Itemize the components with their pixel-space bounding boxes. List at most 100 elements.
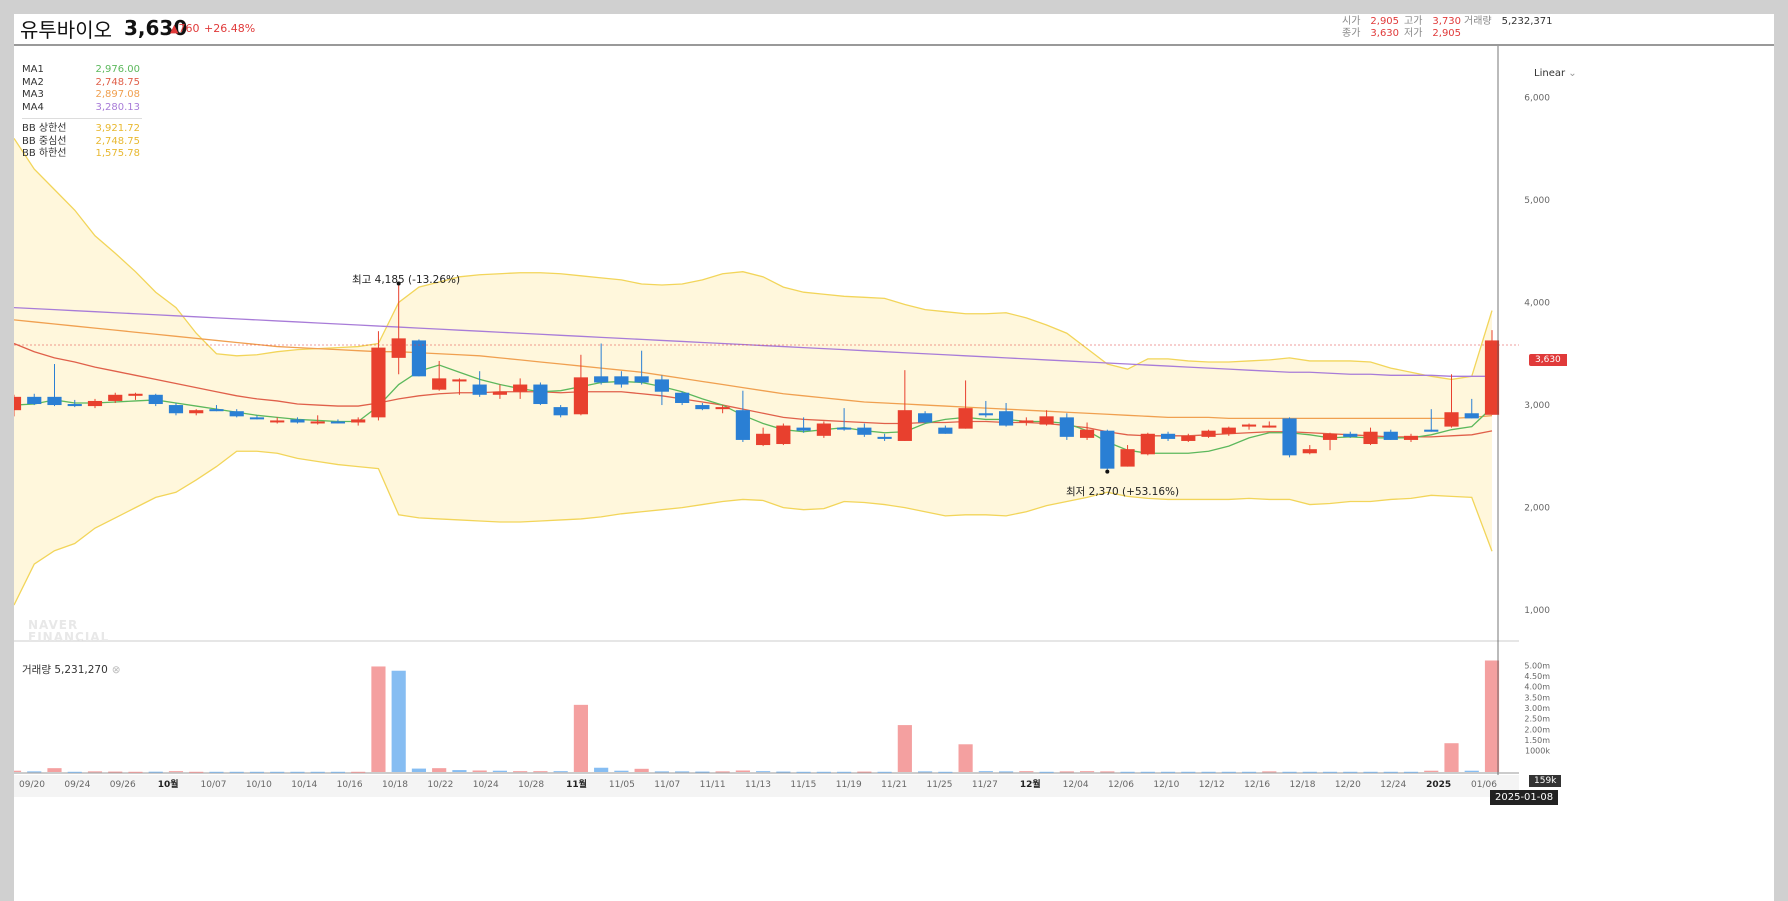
volume-bar bbox=[128, 771, 143, 773]
volume-bar bbox=[1241, 771, 1257, 773]
candle-body bbox=[330, 421, 346, 424]
scale-mode-dropdown[interactable]: Linear ⌄ bbox=[1534, 68, 1577, 79]
bb-upper-line bbox=[14, 137, 1493, 381]
volume-bar bbox=[634, 768, 649, 772]
x-tick-label: 12/12 bbox=[1199, 780, 1225, 790]
volume-bar bbox=[432, 768, 447, 772]
candle-body bbox=[249, 417, 265, 420]
x-tick-label: 12월 bbox=[1020, 778, 1041, 790]
volume-bar bbox=[14, 770, 22, 772]
candle-body bbox=[1302, 449, 1317, 454]
candle-body bbox=[978, 413, 993, 416]
stock-chart[interactable]: 1,000 2,000 3,000 4,000 5,000 6,000 1000k 1.50m… bbox=[14, 14, 1774, 901]
x-tick-label: 10/18 bbox=[382, 780, 408, 790]
volume-bar bbox=[1302, 771, 1317, 773]
volume-bar bbox=[492, 770, 508, 772]
volume-bar bbox=[47, 768, 62, 772]
ma4-line bbox=[14, 306, 1492, 377]
volume-bar bbox=[675, 771, 690, 773]
volume-bar bbox=[918, 771, 933, 773]
candle-body bbox=[1059, 417, 1074, 437]
candle-body bbox=[1262, 425, 1277, 428]
volume-bar bbox=[1444, 743, 1459, 772]
candle-body bbox=[148, 394, 163, 405]
x-tick-label: 01/06 bbox=[1471, 780, 1497, 790]
x-tick-label: 12/24 bbox=[1380, 780, 1406, 790]
volume-bar bbox=[1160, 771, 1176, 773]
volume-bar bbox=[756, 771, 771, 773]
candle-body bbox=[756, 433, 771, 446]
x-tick-label: 11/07 bbox=[654, 780, 680, 790]
volume-bar bbox=[654, 771, 669, 773]
volume-bar bbox=[1221, 771, 1236, 773]
candle-body bbox=[452, 379, 467, 382]
candle-body bbox=[776, 425, 791, 445]
close-icon[interactable]: ⊗ bbox=[111, 664, 121, 676]
volume-bar bbox=[1039, 771, 1054, 773]
volume-tick-label: 3.50m bbox=[1524, 693, 1550, 702]
volume-bar bbox=[1363, 771, 1378, 773]
bb-lower-line bbox=[14, 450, 1493, 606]
candle-body bbox=[1464, 413, 1479, 419]
volume-bar bbox=[1181, 771, 1196, 773]
legend-divider bbox=[22, 118, 142, 119]
volume-bar bbox=[472, 770, 487, 772]
open-readout: 시가 2,905 bbox=[1342, 16, 1400, 27]
volume-tick-label: 4.00m bbox=[1524, 683, 1550, 692]
x-tick-label: 12/16 bbox=[1244, 780, 1270, 790]
candle-body bbox=[998, 411, 1014, 426]
volume-bar bbox=[1140, 771, 1155, 773]
volume-bar bbox=[816, 771, 831, 773]
price-tick-label: 5,000 bbox=[1524, 196, 1550, 206]
x-tick-label: 11/19 bbox=[836, 780, 862, 790]
candle-body bbox=[67, 404, 82, 407]
candle-body bbox=[1019, 420, 1034, 423]
candle-body bbox=[290, 419, 305, 423]
watermark-logo: NAVER FINANCIAL bbox=[28, 618, 110, 644]
volume-bar bbox=[553, 771, 568, 773]
volume-bar bbox=[796, 771, 811, 773]
volume-bar bbox=[391, 670, 406, 772]
volume-bar bbox=[776, 771, 791, 773]
candle-body bbox=[1140, 433, 1155, 455]
candle-body bbox=[1383, 431, 1398, 440]
volume-tick-label: 2.00m bbox=[1524, 725, 1550, 734]
candle-body bbox=[594, 376, 609, 383]
volume-bar bbox=[452, 770, 467, 772]
candle-body bbox=[1484, 340, 1500, 415]
candle-body bbox=[391, 338, 406, 358]
volume-bar bbox=[249, 771, 265, 773]
candle-body bbox=[1039, 416, 1054, 425]
price-change-pct: +26.48% bbox=[204, 22, 256, 35]
low-readout: 저가 2,905 bbox=[1404, 28, 1462, 39]
candle-body bbox=[27, 396, 42, 405]
volume-bar bbox=[1059, 771, 1074, 773]
x-tick-label: 12/04 bbox=[1063, 780, 1089, 790]
candle-body bbox=[533, 384, 548, 405]
volume-bar bbox=[1464, 770, 1479, 772]
candle-body bbox=[411, 340, 427, 377]
volume-bar bbox=[330, 771, 346, 773]
volume-bar bbox=[1201, 771, 1216, 773]
volume-bar bbox=[310, 771, 325, 773]
candle-body bbox=[675, 392, 690, 403]
high-annotation: 최고 4,185 (-13.26%) bbox=[352, 274, 461, 286]
candle-body bbox=[735, 410, 750, 440]
volume-bar bbox=[411, 768, 427, 772]
current-price-tag: 3,630 bbox=[1529, 354, 1567, 366]
x-tick-label: 11/05 bbox=[609, 780, 635, 790]
volume-bar bbox=[229, 771, 244, 773]
volume-bar bbox=[978, 771, 993, 773]
candle-body bbox=[1424, 429, 1439, 432]
price-change: ▲760 bbox=[170, 22, 200, 35]
candle-body bbox=[877, 436, 892, 439]
candle-body bbox=[695, 405, 710, 410]
x-tick-label: 12/10 bbox=[1153, 780, 1179, 790]
chart-panel: 1,000 2,000 3,000 4,000 5,000 6,000 1000k 1.50m… bbox=[14, 14, 1774, 901]
x-tick-label: 11월 bbox=[566, 778, 587, 790]
legend-bb-middle: BB 중심선 2,748.75 bbox=[22, 135, 140, 147]
chevron-down-icon: ⌄ bbox=[1568, 68, 1577, 79]
volume-bar bbox=[371, 666, 386, 772]
volume-tick-label: 2.50m bbox=[1524, 715, 1550, 724]
